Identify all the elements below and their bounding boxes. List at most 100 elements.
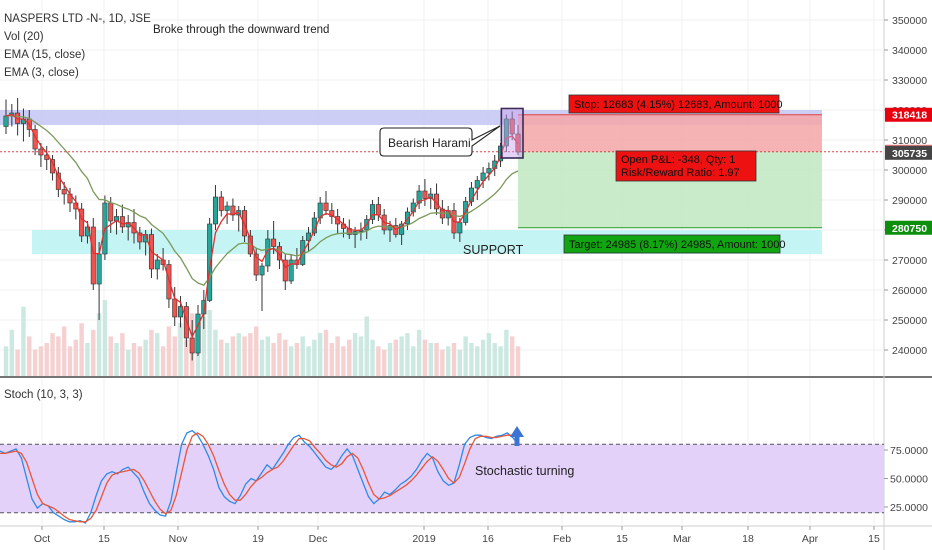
volume-bar — [108, 336, 113, 376]
volume-bar — [265, 336, 271, 376]
candle-body — [416, 190, 422, 204]
candle-body — [503, 118, 509, 147]
stoch-tick-label: 25.0000 — [890, 502, 928, 514]
candle[interactable] — [178, 296, 184, 328]
candle[interactable] — [468, 182, 474, 206]
indicator-ema15[interactable]: EMA (15, close) — [4, 49, 85, 61]
candle[interactable] — [212, 185, 218, 230]
pattern-callout-bubble — [379, 125, 501, 157]
target-label-box[interactable] — [563, 234, 781, 254]
volume-bar — [137, 346, 143, 376]
pnl-label-box[interactable] — [615, 150, 757, 182]
rr-label: Risk/Reward Ratio: 1.97 — [621, 167, 740, 179]
volume-bar — [312, 339, 317, 376]
volume-bar — [85, 343, 90, 376]
target-label: Target: 24985 (8.17%) 24985, Amount: 100… — [569, 239, 786, 251]
candle[interactable] — [207, 218, 213, 302]
candle-body — [55, 172, 61, 190]
candle[interactable] — [154, 254, 160, 280]
candle[interactable] — [503, 114, 509, 153]
volume-bar — [283, 339, 288, 376]
candle[interactable] — [486, 162, 492, 181]
candle[interactable] — [183, 302, 189, 347]
candle-body — [79, 208, 85, 237]
candle[interactable] — [119, 204, 125, 234]
volume-bar — [195, 336, 201, 376]
volume-bar — [306, 346, 311, 376]
volume-bar — [399, 336, 404, 376]
price-tick-label: 330000 — [892, 75, 927, 87]
price-marker[interactable] — [885, 220, 932, 235]
indicator-vol[interactable]: Vol (20) — [4, 31, 44, 43]
candle-body — [375, 204, 381, 216]
candle[interactable] — [253, 248, 259, 281]
candle[interactable] — [288, 254, 294, 284]
candle-body — [119, 216, 125, 228]
price-axis[interactable]: 3500003400003300003200003100003000002900… — [884, 15, 932, 357]
candle[interactable] — [323, 191, 329, 215]
candle[interactable] — [329, 203, 335, 224]
volume-bar — [480, 339, 486, 376]
candle[interactable] — [79, 203, 85, 242]
volume-bar — [294, 343, 300, 376]
price-marker[interactable] — [885, 107, 932, 122]
volume-bar — [486, 333, 492, 376]
candle[interactable] — [224, 201, 230, 225]
volume-bar — [32, 349, 38, 376]
candle-body — [96, 253, 102, 285]
candle-body — [61, 189, 67, 195]
candle[interactable] — [50, 155, 56, 181]
candle-body — [282, 259, 288, 282]
candle[interactable] — [55, 167, 61, 197]
pattern-callout-text: Bearish Harami — [388, 136, 471, 150]
harami-highlight-box — [500, 107, 524, 159]
candle-body — [183, 306, 189, 339]
indicator-ema3[interactable]: EMA (3, close) — [4, 67, 79, 79]
stop-label-box[interactable] — [568, 94, 780, 114]
price-marker-label: 280750 — [892, 223, 927, 235]
price-tick-label: 290000 — [892, 195, 927, 207]
candle[interactable] — [38, 143, 44, 167]
candle-body — [50, 159, 56, 174]
time-tick-label: 15 — [98, 533, 110, 545]
price-marker[interactable] — [885, 145, 932, 160]
chart-title: NASPERS LTD -N-, 1D, JSE — [4, 13, 151, 25]
volume-bar — [143, 339, 148, 376]
candle[interactable] — [399, 221, 405, 245]
price-tick-label: 260000 — [892, 285, 927, 297]
candle[interactable] — [416, 185, 422, 209]
candle-body — [399, 223, 405, 235]
volume-bar — [9, 329, 15, 376]
candle[interactable] — [509, 111, 515, 141]
volume-bar — [405, 333, 410, 376]
volume-bar — [335, 336, 340, 376]
volume-bar — [317, 333, 323, 376]
candle[interactable] — [474, 176, 480, 200]
volume-bar — [172, 336, 177, 376]
volume-bar — [21, 306, 26, 376]
candle[interactable] — [218, 191, 224, 217]
candle[interactable] — [480, 167, 486, 188]
candle-body — [468, 187, 474, 202]
stoch-title[interactable]: Stoch (10, 3, 3) — [4, 389, 83, 401]
candle-body — [253, 253, 259, 276]
volume-bar — [422, 339, 428, 376]
candle[interactable] — [282, 254, 288, 290]
volume-bar — [323, 329, 329, 376]
candle-body — [387, 225, 393, 231]
candle-body — [108, 202, 114, 222]
price-tick-label: 300000 — [892, 165, 927, 177]
candle[interactable] — [370, 200, 376, 224]
volume-bar — [376, 346, 381, 376]
volume-bar — [155, 333, 160, 376]
stoch-axis[interactable]: 75.0000 50.0000 25.0000 — [884, 445, 928, 514]
candle[interactable] — [137, 227, 143, 250]
candle[interactable] — [259, 263, 265, 311]
volume-bar — [56, 336, 61, 376]
candle[interactable] — [422, 179, 428, 206]
time-axis[interactable]: Oct 15 Nov 19 Dec 2019 16 Feb 15 Mar 18 Apr 15 — [34, 526, 880, 545]
candle[interactable] — [195, 305, 201, 356]
candle-body — [457, 222, 463, 234]
volume-bar — [387, 343, 393, 376]
